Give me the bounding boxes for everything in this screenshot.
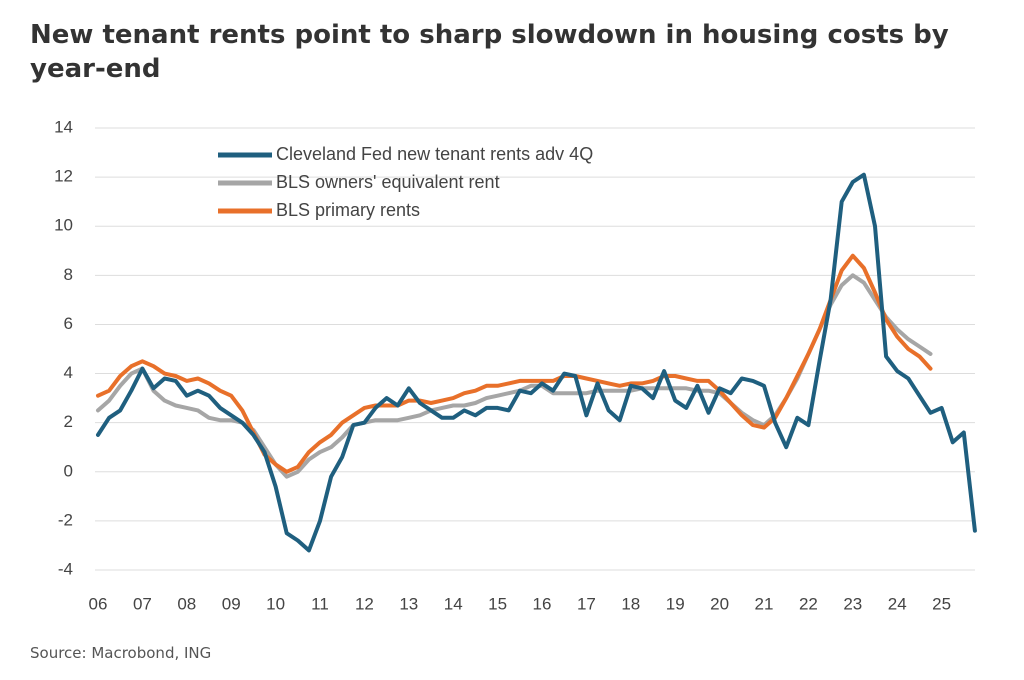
line-series (96, 253, 933, 474)
y-tick-label: -2 (58, 510, 73, 529)
chart-title: New tenant rents point to sharp slowdown… (30, 20, 949, 84)
x-tick-label: 06 (89, 594, 108, 613)
y-tick-label: 4 (64, 363, 73, 382)
y-tick-label: -4 (58, 559, 73, 578)
x-tick-label: 19 (666, 594, 685, 613)
legend-label: BLS owners' equivalent rent (276, 172, 500, 192)
y-tick-label: 2 (64, 412, 73, 431)
source-note: Source: Macrobond, ING (30, 644, 212, 662)
x-tick-label: 09 (222, 594, 241, 613)
x-tick-label: 10 (266, 594, 285, 613)
x-tick-label: 17 (577, 594, 596, 613)
y-tick-label: 12 (54, 167, 73, 186)
x-tick-label: 23 (843, 594, 862, 613)
y-tick-label: 10 (54, 216, 73, 235)
x-tick-label: 15 (488, 594, 507, 613)
x-tick-label: 22 (799, 594, 818, 613)
line-series (96, 273, 933, 479)
x-tick-label: 08 (177, 594, 196, 613)
y-tick-label: 8 (64, 265, 73, 284)
x-tick-label: 25 (932, 594, 951, 613)
y-tick-label: 6 (64, 314, 73, 333)
x-tick-label: 21 (755, 594, 774, 613)
y-tick-label: 0 (64, 461, 73, 480)
x-tick-label: 12 (355, 594, 374, 613)
x-tick-label: 18 (621, 594, 640, 613)
line-series (96, 172, 977, 553)
x-tick-label: 13 (399, 594, 418, 613)
x-tick-label: 07 (133, 594, 152, 613)
y-tick-label: 14 (54, 117, 73, 136)
x-tick-label: 16 (533, 594, 552, 613)
x-tick-label: 24 (888, 594, 907, 613)
x-tick-label: 11 (311, 594, 329, 613)
x-tick-label: 14 (444, 594, 463, 613)
legend-label: BLS primary rents (276, 200, 420, 220)
legend-label: Cleveland Fed new tenant rents adv 4Q (276, 144, 593, 164)
x-tick-label: 20 (710, 594, 729, 613)
